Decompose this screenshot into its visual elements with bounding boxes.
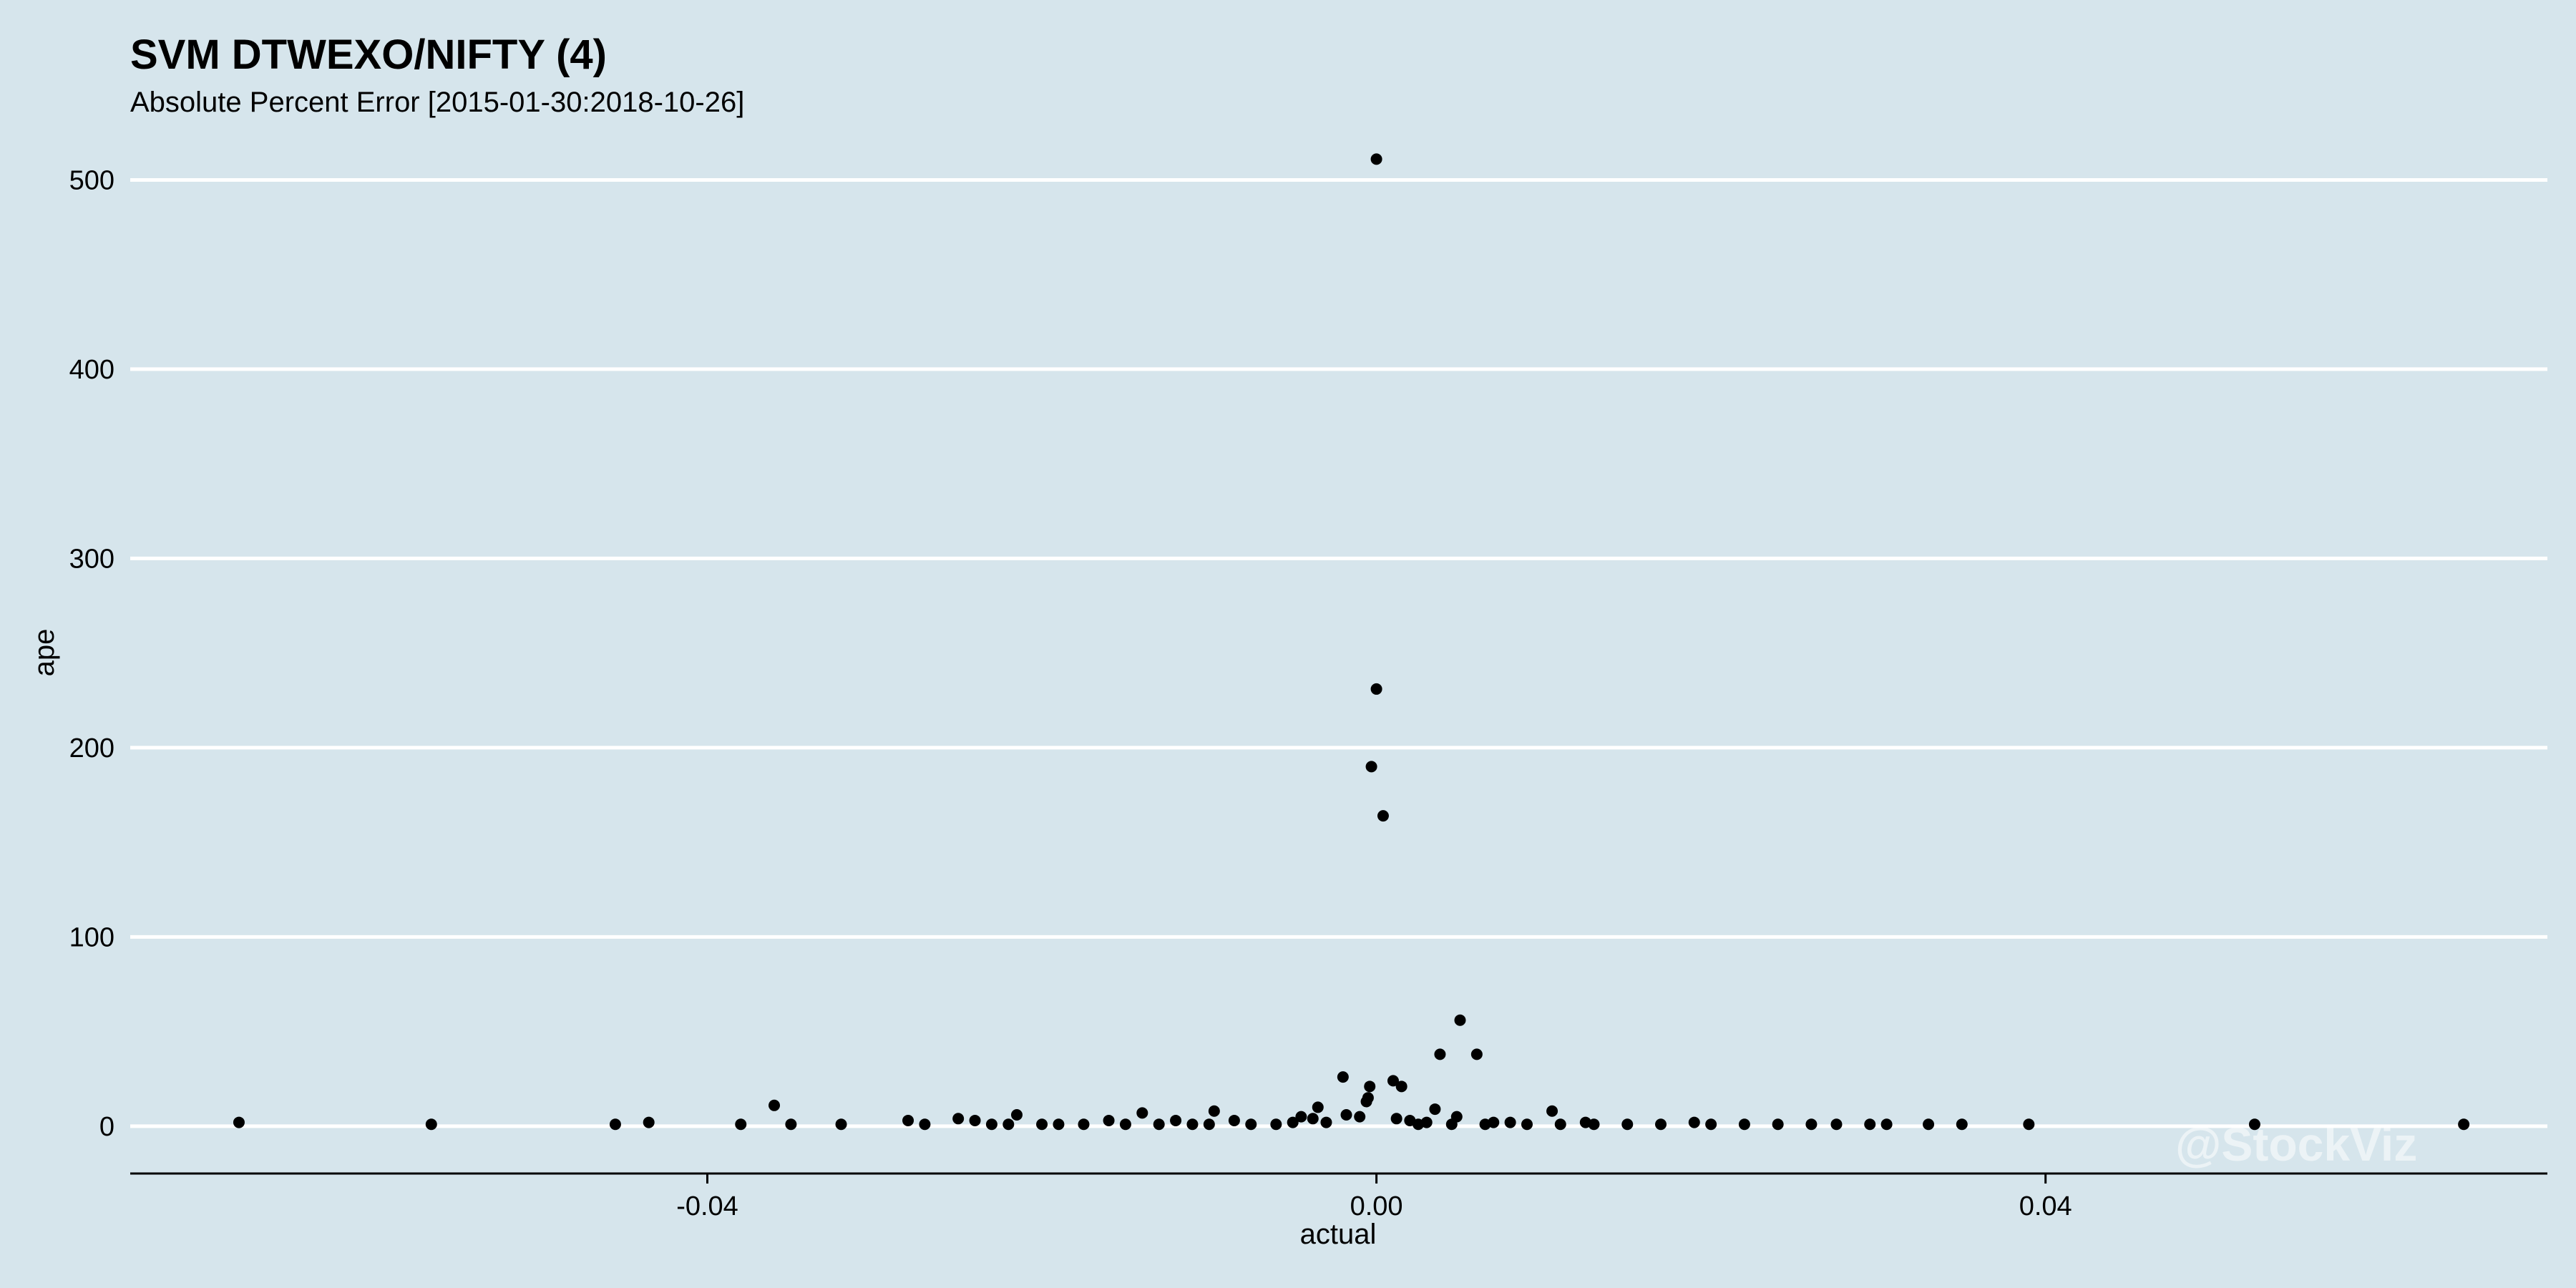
data-point	[1521, 1118, 1533, 1131]
data-point	[1956, 1118, 1968, 1131]
data-point	[1504, 1116, 1516, 1128]
data-point	[1153, 1118, 1165, 1131]
data-point	[735, 1118, 747, 1131]
data-point	[1078, 1118, 1090, 1131]
data-point	[1203, 1118, 1215, 1131]
data-point	[1370, 153, 1382, 165]
data-point	[1270, 1118, 1282, 1131]
data-point	[1340, 1109, 1352, 1121]
data-point	[1830, 1118, 1843, 1131]
data-point	[1923, 1118, 1935, 1131]
data-point	[1588, 1118, 1600, 1131]
data-point	[1354, 1111, 1366, 1123]
data-point	[609, 1118, 621, 1131]
y-tick-label: 100	[69, 922, 114, 952]
data-points	[233, 153, 2470, 1131]
watermark: @StockViz	[2175, 1118, 2417, 1171]
data-point	[1655, 1118, 1667, 1131]
data-point	[1377, 810, 1389, 822]
data-point	[1621, 1118, 1634, 1131]
data-point	[1880, 1118, 1893, 1131]
data-point	[2023, 1118, 2035, 1131]
data-point	[1805, 1118, 1818, 1131]
data-point	[1119, 1118, 1131, 1131]
y-tick-label: 0	[99, 1112, 114, 1142]
data-point	[1365, 761, 1377, 773]
data-point	[985, 1118, 997, 1131]
data-point	[1688, 1116, 1700, 1128]
data-point	[1287, 1116, 1299, 1128]
data-point	[1413, 1118, 1425, 1131]
data-point	[1864, 1118, 1876, 1131]
data-point	[1360, 1096, 1372, 1108]
data-point	[1136, 1107, 1148, 1119]
data-point	[1705, 1118, 1717, 1131]
data-point	[1208, 1105, 1220, 1117]
data-point	[1320, 1116, 1332, 1128]
data-point	[1245, 1118, 1257, 1131]
data-point	[1434, 1048, 1446, 1060]
data-point	[1390, 1113, 1402, 1125]
data-point	[1228, 1114, 1240, 1126]
data-point	[1454, 1014, 1466, 1026]
data-point	[835, 1118, 847, 1131]
data-point	[1103, 1114, 1115, 1126]
data-point	[902, 1114, 914, 1126]
y-tick-label: 200	[69, 733, 114, 763]
data-point	[2458, 1118, 2470, 1131]
y-tick-label: 400	[69, 355, 114, 385]
data-point	[1307, 1113, 1319, 1125]
chart-subtitle: Absolute Percent Error [2015-01-30:2018-…	[130, 87, 744, 118]
data-point	[1738, 1118, 1750, 1131]
axes: 0 100 200 300 400 500 -0.04 0.00 0.04	[69, 165, 2547, 1221]
y-tick-label: 500	[69, 165, 114, 195]
data-point	[1186, 1118, 1199, 1131]
data-point	[785, 1118, 797, 1131]
data-point	[1170, 1114, 1182, 1126]
data-point	[1445, 1118, 1458, 1131]
data-point	[1395, 1080, 1407, 1093]
y-tick-label: 300	[69, 544, 114, 574]
x-tick-label: 0.04	[2019, 1191, 2072, 1221]
data-point	[1364, 1080, 1376, 1093]
data-point	[1772, 1118, 1784, 1131]
data-point	[1546, 1105, 1558, 1117]
data-point	[1370, 683, 1382, 695]
data-point	[952, 1113, 965, 1125]
data-point	[919, 1118, 931, 1131]
data-point	[1010, 1109, 1023, 1121]
data-point	[969, 1114, 981, 1126]
y-axis-title: ape	[29, 629, 60, 677]
data-point	[1479, 1118, 1491, 1131]
data-point	[643, 1116, 655, 1128]
x-tick-label: 0.00	[1350, 1191, 1403, 1221]
data-point	[1387, 1075, 1399, 1087]
data-point	[2248, 1118, 2260, 1131]
data-point	[1312, 1101, 1324, 1113]
data-point	[1554, 1118, 1566, 1131]
data-point	[1295, 1111, 1307, 1123]
data-point	[769, 1099, 781, 1111]
gridlines	[130, 177, 2547, 1128]
x-axis-title: actual	[1300, 1219, 1377, 1250]
data-point	[1036, 1118, 1048, 1131]
data-point	[1470, 1048, 1483, 1060]
x-tick-label: -0.04	[676, 1191, 738, 1221]
data-point	[1337, 1071, 1349, 1083]
data-point	[1429, 1103, 1441, 1116]
chart-title: SVM DTWEXO/NIFTY (4)	[130, 31, 607, 78]
data-point	[1002, 1118, 1015, 1131]
data-point	[425, 1118, 437, 1131]
data-point	[233, 1116, 245, 1128]
data-point	[1053, 1118, 1065, 1131]
